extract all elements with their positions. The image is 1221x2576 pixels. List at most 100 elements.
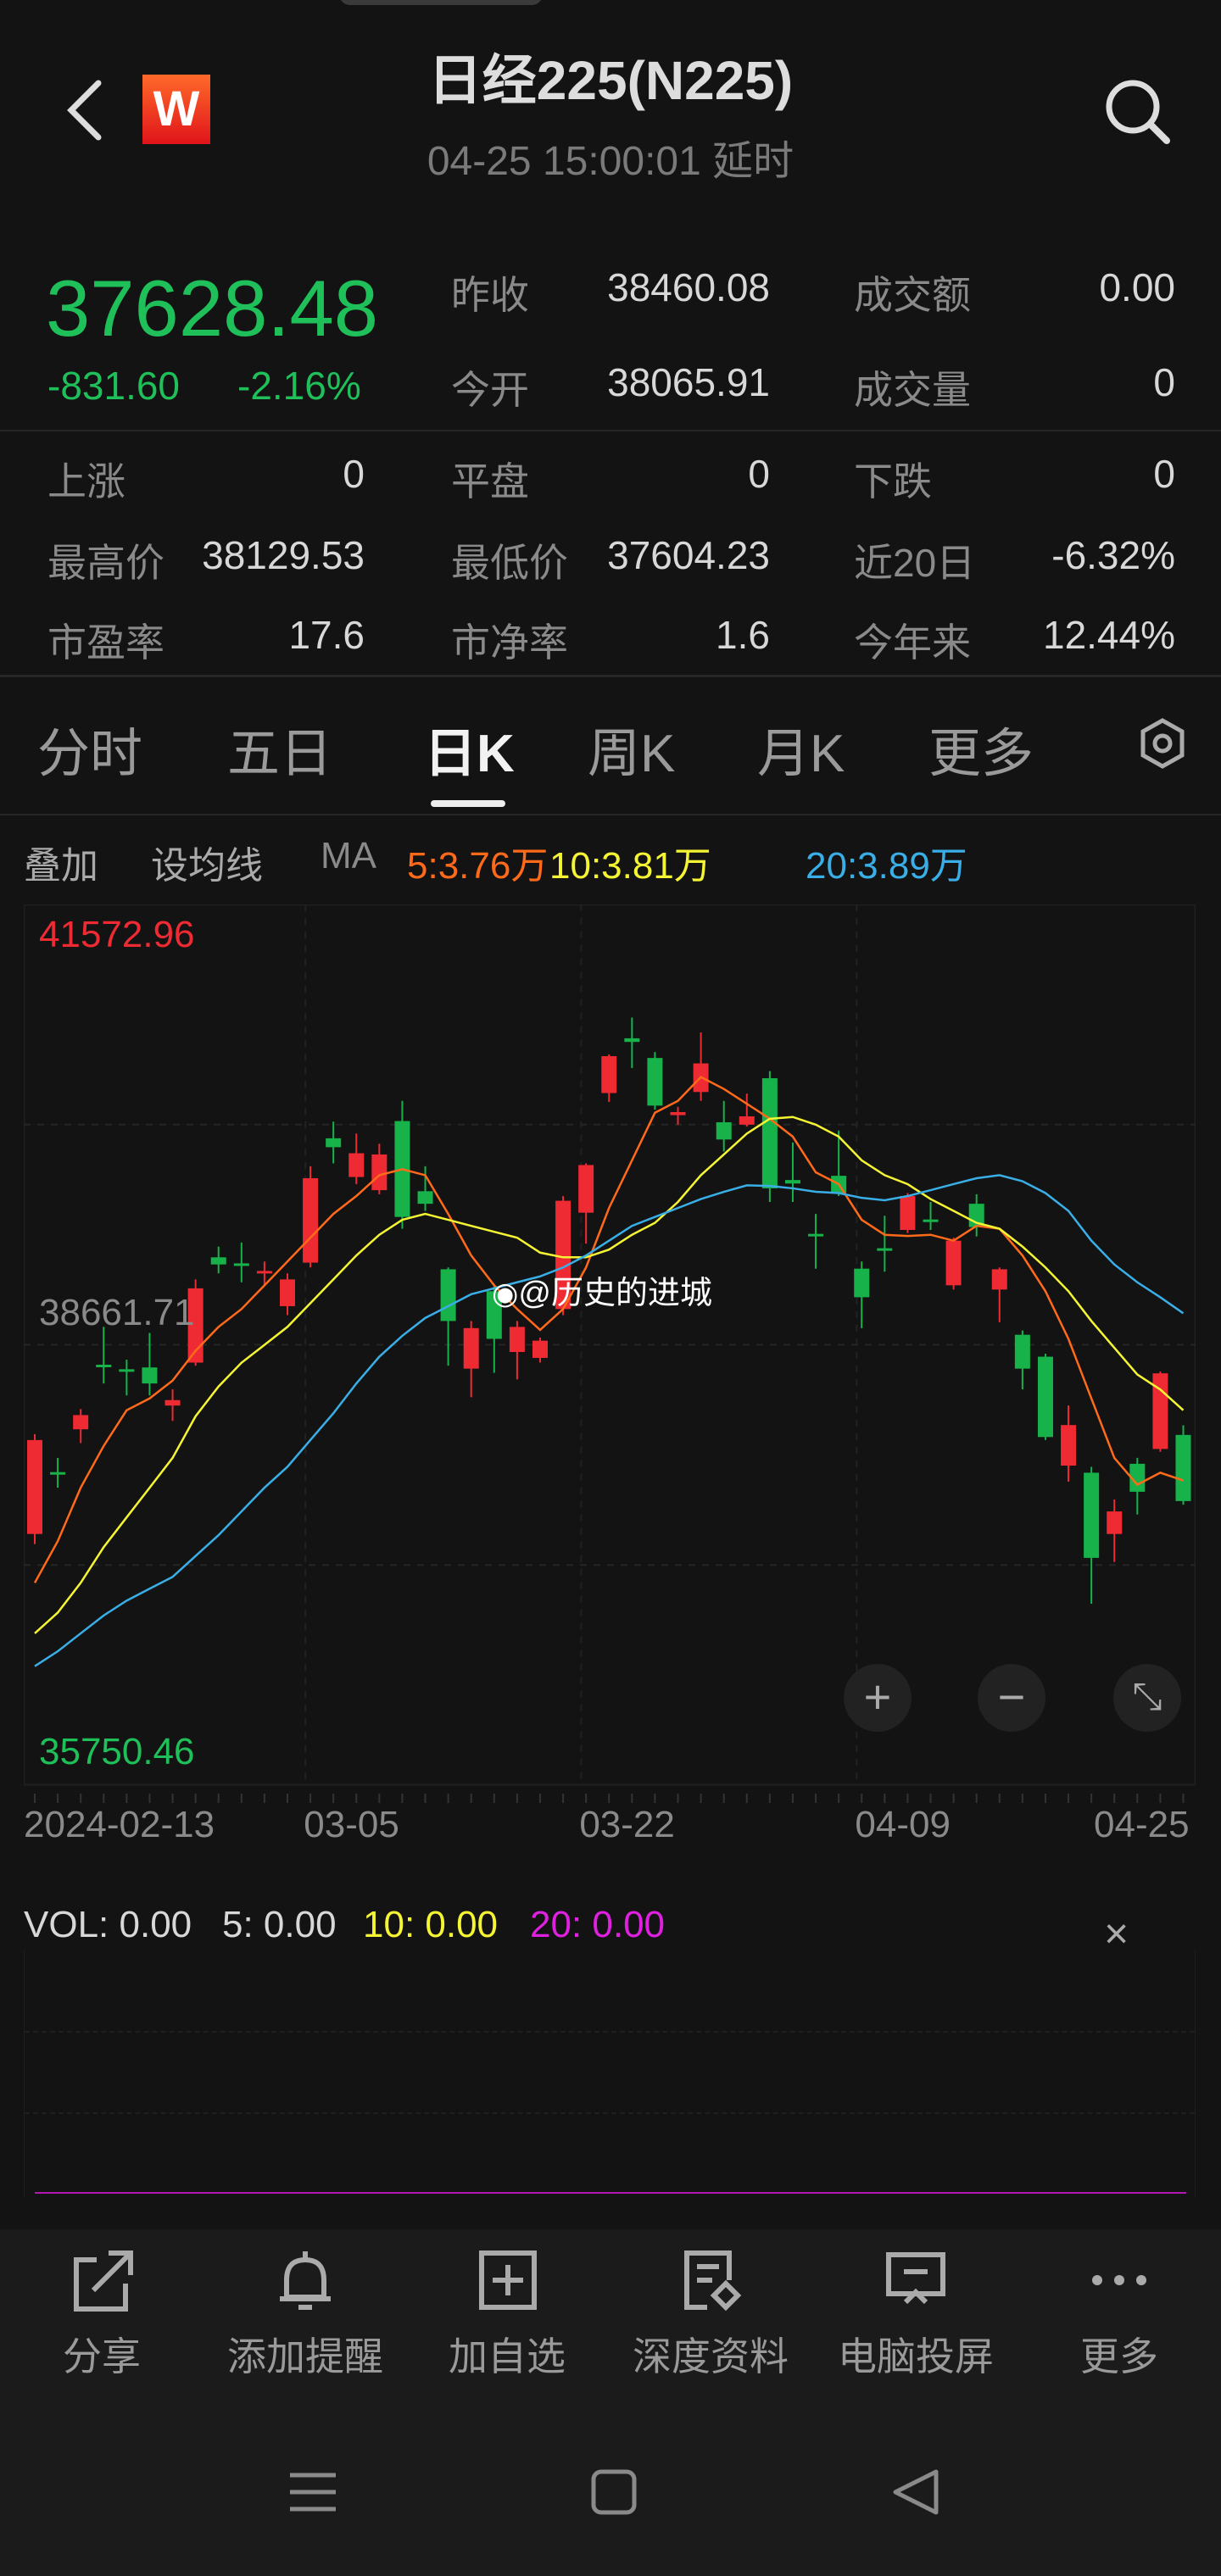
candle-up bbox=[670, 1111, 686, 1116]
vol-ma10: 10: 0.00 bbox=[363, 1904, 499, 1945]
toolbar-label: 加自选 bbox=[449, 2334, 566, 2378]
tab-daily-k[interactable]: 日K bbox=[424, 725, 515, 783]
x-tick-label: 03-05 bbox=[304, 1804, 399, 1845]
candle-up bbox=[303, 1177, 319, 1263]
tab-monthly-k[interactable]: 月K bbox=[757, 725, 845, 783]
candle-up bbox=[256, 1271, 272, 1274]
tab-five-day[interactable]: 五日 bbox=[227, 725, 333, 783]
x-tick-label: 04-25 bbox=[1094, 1804, 1190, 1845]
candlestick-chart[interactable] bbox=[24, 904, 1196, 1803]
stat-value: 38460.08 bbox=[607, 265, 770, 309]
toolbar-label: 电脑投屏 bbox=[838, 2334, 994, 2378]
set-ma-button[interactable]: 设均线 bbox=[151, 845, 263, 887]
toolbar-document-button[interactable]: 深度资料 bbox=[617, 2246, 804, 2382]
grid-value: -6.32% bbox=[1051, 533, 1175, 577]
chevron-left-icon bbox=[67, 80, 102, 141]
tab-intraday[interactable]: 分时 bbox=[37, 725, 143, 783]
y-min-label: 35750.46 bbox=[39, 1731, 195, 1772]
search-button[interactable] bbox=[1099, 73, 1175, 149]
grid-label: 近20日 bbox=[854, 541, 976, 585]
toolbar-label: 深度资料 bbox=[633, 2334, 789, 2378]
grid-label: 下跌 bbox=[854, 459, 932, 504]
divider bbox=[0, 814, 1221, 815]
volume-panel bbox=[24, 1950, 1196, 2197]
tab-more[interactable]: 更多 bbox=[928, 725, 1034, 783]
candle-down bbox=[624, 1038, 640, 1043]
ma-label: MA bbox=[321, 835, 376, 876]
candle-down bbox=[1037, 1356, 1053, 1438]
price-change: -831.60 bbox=[47, 364, 181, 408]
candle-down bbox=[877, 1248, 893, 1251]
candle-down bbox=[119, 1369, 135, 1372]
candle-up bbox=[73, 1415, 89, 1430]
watermark: ◉@历史的进城 bbox=[492, 1266, 712, 1313]
grid-value: 12.44% bbox=[1042, 613, 1175, 657]
search-icon bbox=[1106, 80, 1170, 144]
candle-up bbox=[1152, 1373, 1168, 1449]
candle-down bbox=[486, 1291, 502, 1339]
toolbar-bell-button[interactable]: 添加提醒 bbox=[212, 2246, 399, 2382]
nav-back-button[interactable] bbox=[890, 2467, 941, 2522]
x-tick-label: 2024-02-13 bbox=[24, 1804, 215, 1845]
candle-up bbox=[991, 1269, 1007, 1290]
overlay-button[interactable]: 叠加 bbox=[24, 845, 98, 887]
grid-label: 市净率 bbox=[451, 620, 568, 665]
candle-up bbox=[164, 1399, 181, 1406]
toolbar-monitor-button[interactable]: 电脑投屏 bbox=[822, 2246, 1009, 2382]
weibo-icon: ◉ bbox=[492, 1276, 519, 1310]
nav-menu-button[interactable] bbox=[287, 2468, 339, 2520]
ma5-value: 5:3.76万 bbox=[407, 845, 549, 887]
grid-label: 上涨 bbox=[47, 459, 125, 504]
toolbar-label: 添加提醒 bbox=[227, 2334, 383, 2378]
toolbar-more-button[interactable]: 更多 bbox=[1026, 2246, 1213, 2382]
grid-value: 0 bbox=[343, 452, 365, 496]
toolbar-share-button[interactable]: 分享 bbox=[8, 2246, 195, 2382]
fullscreen-button[interactable]: ⤡ bbox=[1113, 1664, 1181, 1732]
vol-ma20-line bbox=[35, 2192, 1186, 2194]
candle-up bbox=[555, 1200, 571, 1310]
candle-up bbox=[739, 1116, 755, 1125]
gear-icon bbox=[1140, 718, 1185, 769]
add-watchlist-icon bbox=[479, 2251, 537, 2310]
candle-down bbox=[210, 1257, 226, 1265]
grid-value: 1.6 bbox=[716, 613, 770, 657]
nav-home-button[interactable] bbox=[590, 2468, 638, 2520]
tab-weekly-k[interactable]: 周K bbox=[588, 725, 676, 783]
candle-up bbox=[1107, 1511, 1123, 1534]
divider bbox=[0, 430, 1221, 431]
last-price: 37628.48 bbox=[46, 264, 379, 353]
y-mid-label: 38661.71 bbox=[39, 1292, 195, 1333]
ma20-line bbox=[34, 1174, 1185, 1667]
candle-up bbox=[601, 1055, 617, 1093]
candle-down bbox=[1175, 1434, 1191, 1501]
vol-label: VOL: 0.00 bbox=[24, 1904, 192, 1945]
grid-value: 37604.23 bbox=[607, 533, 770, 577]
zoom-in-button[interactable]: + bbox=[844, 1664, 912, 1732]
logo-text: W bbox=[153, 81, 200, 136]
toolbar-add-watchlist-button[interactable]: 加自选 bbox=[414, 2246, 600, 2382]
candle-down bbox=[1084, 1472, 1100, 1558]
app-logo: W bbox=[142, 75, 210, 144]
zoom-out-button[interactable]: − bbox=[978, 1664, 1045, 1732]
menu-icon bbox=[290, 2473, 336, 2512]
ma5-line bbox=[33, 1076, 1184, 1583]
ma10-value: 10:3.81万 bbox=[549, 845, 711, 887]
page-title: 日经225(N225) bbox=[427, 50, 794, 111]
toolbar-label: 分享 bbox=[63, 2334, 141, 2378]
candle-up bbox=[509, 1327, 525, 1353]
price-change-pct: -2.16% bbox=[237, 364, 361, 408]
bell-icon bbox=[280, 2251, 331, 2310]
close-icon: × bbox=[1104, 1910, 1129, 1957]
ma20-value: 20:3.89万 bbox=[806, 845, 967, 887]
chart-settings-button[interactable] bbox=[1136, 717, 1189, 774]
back-button[interactable] bbox=[61, 76, 112, 144]
document-icon bbox=[684, 2251, 742, 2312]
candle-down bbox=[716, 1121, 732, 1140]
close-volume-button[interactable]: × bbox=[1104, 1909, 1129, 1958]
stat-value: 38065.91 bbox=[607, 360, 770, 404]
triangle-back-icon bbox=[893, 2469, 939, 2515]
grid-value: 38129.53 bbox=[202, 533, 365, 577]
candle-up bbox=[279, 1279, 295, 1306]
bottom-toolbar bbox=[0, 2229, 1221, 2576]
candle-down bbox=[417, 1191, 433, 1205]
